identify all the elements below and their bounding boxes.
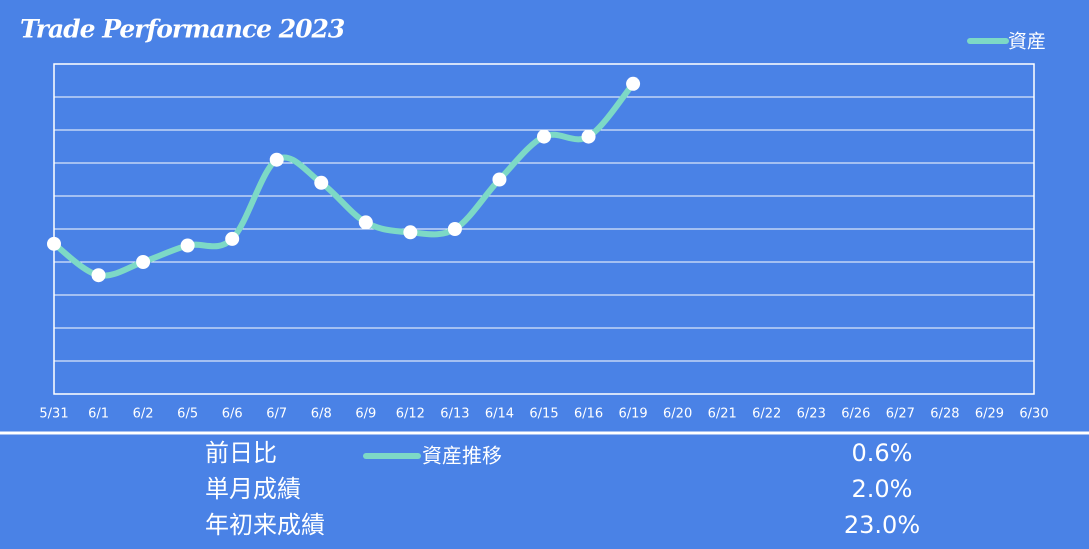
- summary-value: 23.0%: [844, 511, 920, 539]
- data-point: [626, 76, 641, 91]
- x-tick-label: 6/15: [529, 407, 558, 422]
- x-tick-label: 6/23: [797, 407, 826, 422]
- x-tick-label: 6/8: [311, 407, 332, 422]
- x-tick-label: 6/28: [930, 407, 959, 422]
- x-tick-label: 6/5: [177, 407, 198, 422]
- data-point: [358, 215, 373, 230]
- summary-label: 前日比: [205, 439, 277, 467]
- data-point: [403, 225, 418, 240]
- summary-label: 年初来成績: [205, 511, 325, 539]
- data-point: [492, 172, 507, 187]
- data-point: [447, 222, 462, 236]
- data-point: [581, 129, 596, 144]
- data-point: [180, 238, 195, 253]
- x-tick-label: 6/12: [396, 407, 425, 422]
- summary-value: 0.6%: [852, 439, 913, 467]
- data-point: [47, 236, 61, 251]
- legend-label: 資産: [1008, 31, 1046, 53]
- x-tick-label: 5/31: [39, 407, 68, 422]
- x-tick-label: 6/30: [1019, 407, 1048, 422]
- summary-label: 単月成績: [205, 475, 301, 503]
- x-tick-label: 6/20: [663, 407, 692, 422]
- x-tick-label: 6/13: [440, 407, 469, 422]
- x-tick-label: 6/7: [266, 407, 287, 422]
- x-tick-label: 6/26: [841, 407, 870, 422]
- chart-title: Trade Performance 2023: [20, 15, 345, 44]
- x-tick-label: 6/29: [975, 407, 1004, 422]
- x-tick-label: 6/2: [133, 407, 154, 422]
- x-tick-label: 6/19: [618, 407, 647, 422]
- data-point: [225, 231, 240, 246]
- x-tick-label: 6/16: [574, 407, 603, 422]
- x-tick-label: 6/9: [355, 407, 376, 422]
- x-tick-label: 6/1: [88, 407, 109, 422]
- data-point: [269, 152, 284, 167]
- x-tick-label: 6/21: [708, 407, 737, 422]
- x-tick-label: 6/6: [222, 407, 243, 422]
- x-tick-label: 6/27: [886, 407, 915, 422]
- data-point: [136, 255, 151, 269]
- data-point: [314, 175, 329, 190]
- summary-value: 2.0%: [852, 475, 913, 503]
- x-tick-label: 6/14: [485, 407, 514, 422]
- data-point: [91, 268, 106, 283]
- summary-legend-label: 資産推移: [422, 444, 502, 468]
- data-point: [537, 129, 551, 144]
- x-tick-label: 6/22: [752, 407, 781, 422]
